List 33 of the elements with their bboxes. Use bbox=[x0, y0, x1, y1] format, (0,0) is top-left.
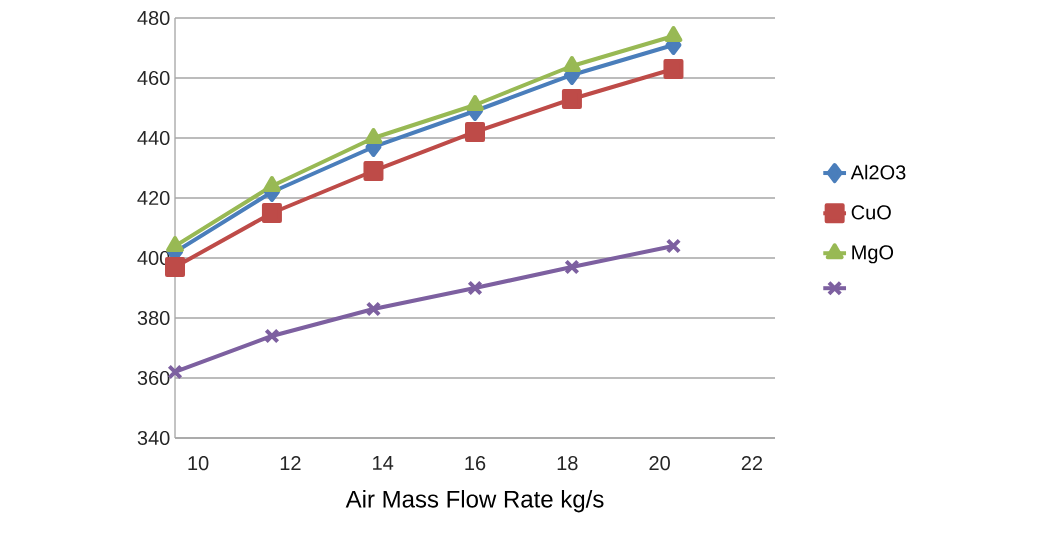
x-tick-label: 22 bbox=[741, 456, 763, 470]
x-axis-title: Air Mass Flow Rate kg/s bbox=[345, 490, 604, 513]
point bbox=[363, 160, 384, 181]
point bbox=[564, 259, 580, 275]
legend-label: CuO bbox=[851, 205, 891, 220]
x-tick-label: 16 bbox=[465, 456, 486, 471]
point bbox=[664, 25, 683, 42]
point bbox=[663, 58, 684, 79]
y-tick-label: 480 bbox=[137, 10, 170, 26]
legend-label: MgO bbox=[852, 245, 894, 264]
x-tick-label: 10 bbox=[188, 456, 209, 471]
point bbox=[261, 202, 282, 223]
y-tick-label: 420 bbox=[137, 190, 170, 206]
x-tick-label: 18 bbox=[557, 456, 578, 471]
y-tick-label: 360 bbox=[137, 370, 170, 386]
point bbox=[561, 88, 582, 109]
y-tick-label: 340 bbox=[137, 430, 170, 446]
point bbox=[467, 280, 483, 296]
point bbox=[364, 127, 383, 144]
x-tick-label: 14 bbox=[373, 456, 394, 470]
legend-label: Al2O3 bbox=[850, 164, 906, 180]
y-tick-label: 440 bbox=[137, 130, 170, 146]
point bbox=[466, 94, 484, 111]
point bbox=[465, 121, 486, 142]
point bbox=[563, 55, 581, 72]
point bbox=[263, 175, 281, 192]
y-tick-label: 380 bbox=[137, 310, 170, 326]
y-tick-label: 460 bbox=[137, 70, 170, 86]
x-tick-label: 20 bbox=[649, 456, 670, 471]
point bbox=[665, 238, 682, 254]
point bbox=[365, 301, 382, 317]
x-tick-label: 12 bbox=[280, 456, 301, 470]
point bbox=[264, 328, 280, 344]
